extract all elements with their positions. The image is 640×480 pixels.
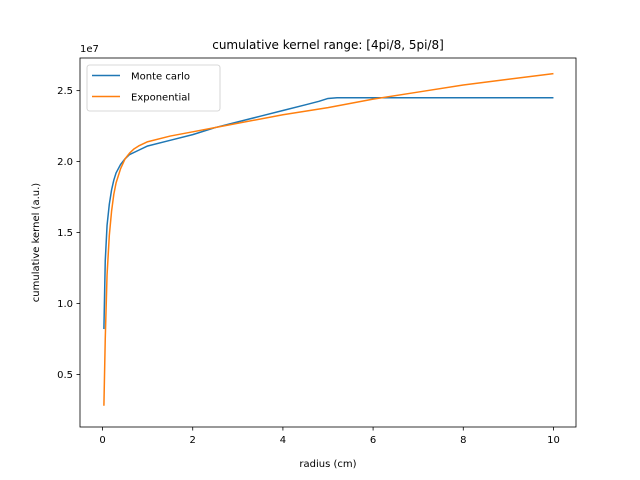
legend-label-monte-carlo: Monte carlo [131,72,190,83]
axes-frame [79,57,577,428]
x-tick-label: 6 [370,435,376,446]
series-line-exponential [103,72,554,406]
x-tick-label: 8 [460,435,466,446]
legend-label-exponential: Exponential [131,93,190,104]
legend: Monte carlo Exponential [86,64,221,112]
y-tick-label: 2.0 [57,157,73,168]
plot-area [103,72,554,406]
x-tick-label: 4 [280,435,286,446]
y-tick-label: 2.5 [57,86,73,97]
legend-box [86,64,221,112]
axis-ticks: 0 2 4 6 8 10 0.5 1.0 1.5 2.0 2.5 [57,86,560,446]
x-tick-label: 2 [190,435,196,446]
x-axis-label: radius (cm) [299,459,356,470]
y-axis-label: cumulative kernel (a.u.) [31,183,42,302]
series-line-monte-carlo [103,96,554,330]
y-tick-label: 1.0 [57,299,73,310]
x-tick-label: 0 [99,435,105,446]
chart-title: cumulative kernel range: [4pi/8, 5pi/8] [212,38,444,52]
y-tick-label: 0.5 [57,370,73,381]
x-tick-label: 10 [547,435,560,446]
y-tick-label: 1.5 [57,228,73,239]
y-axis-multiplier: 1e7 [80,44,99,55]
